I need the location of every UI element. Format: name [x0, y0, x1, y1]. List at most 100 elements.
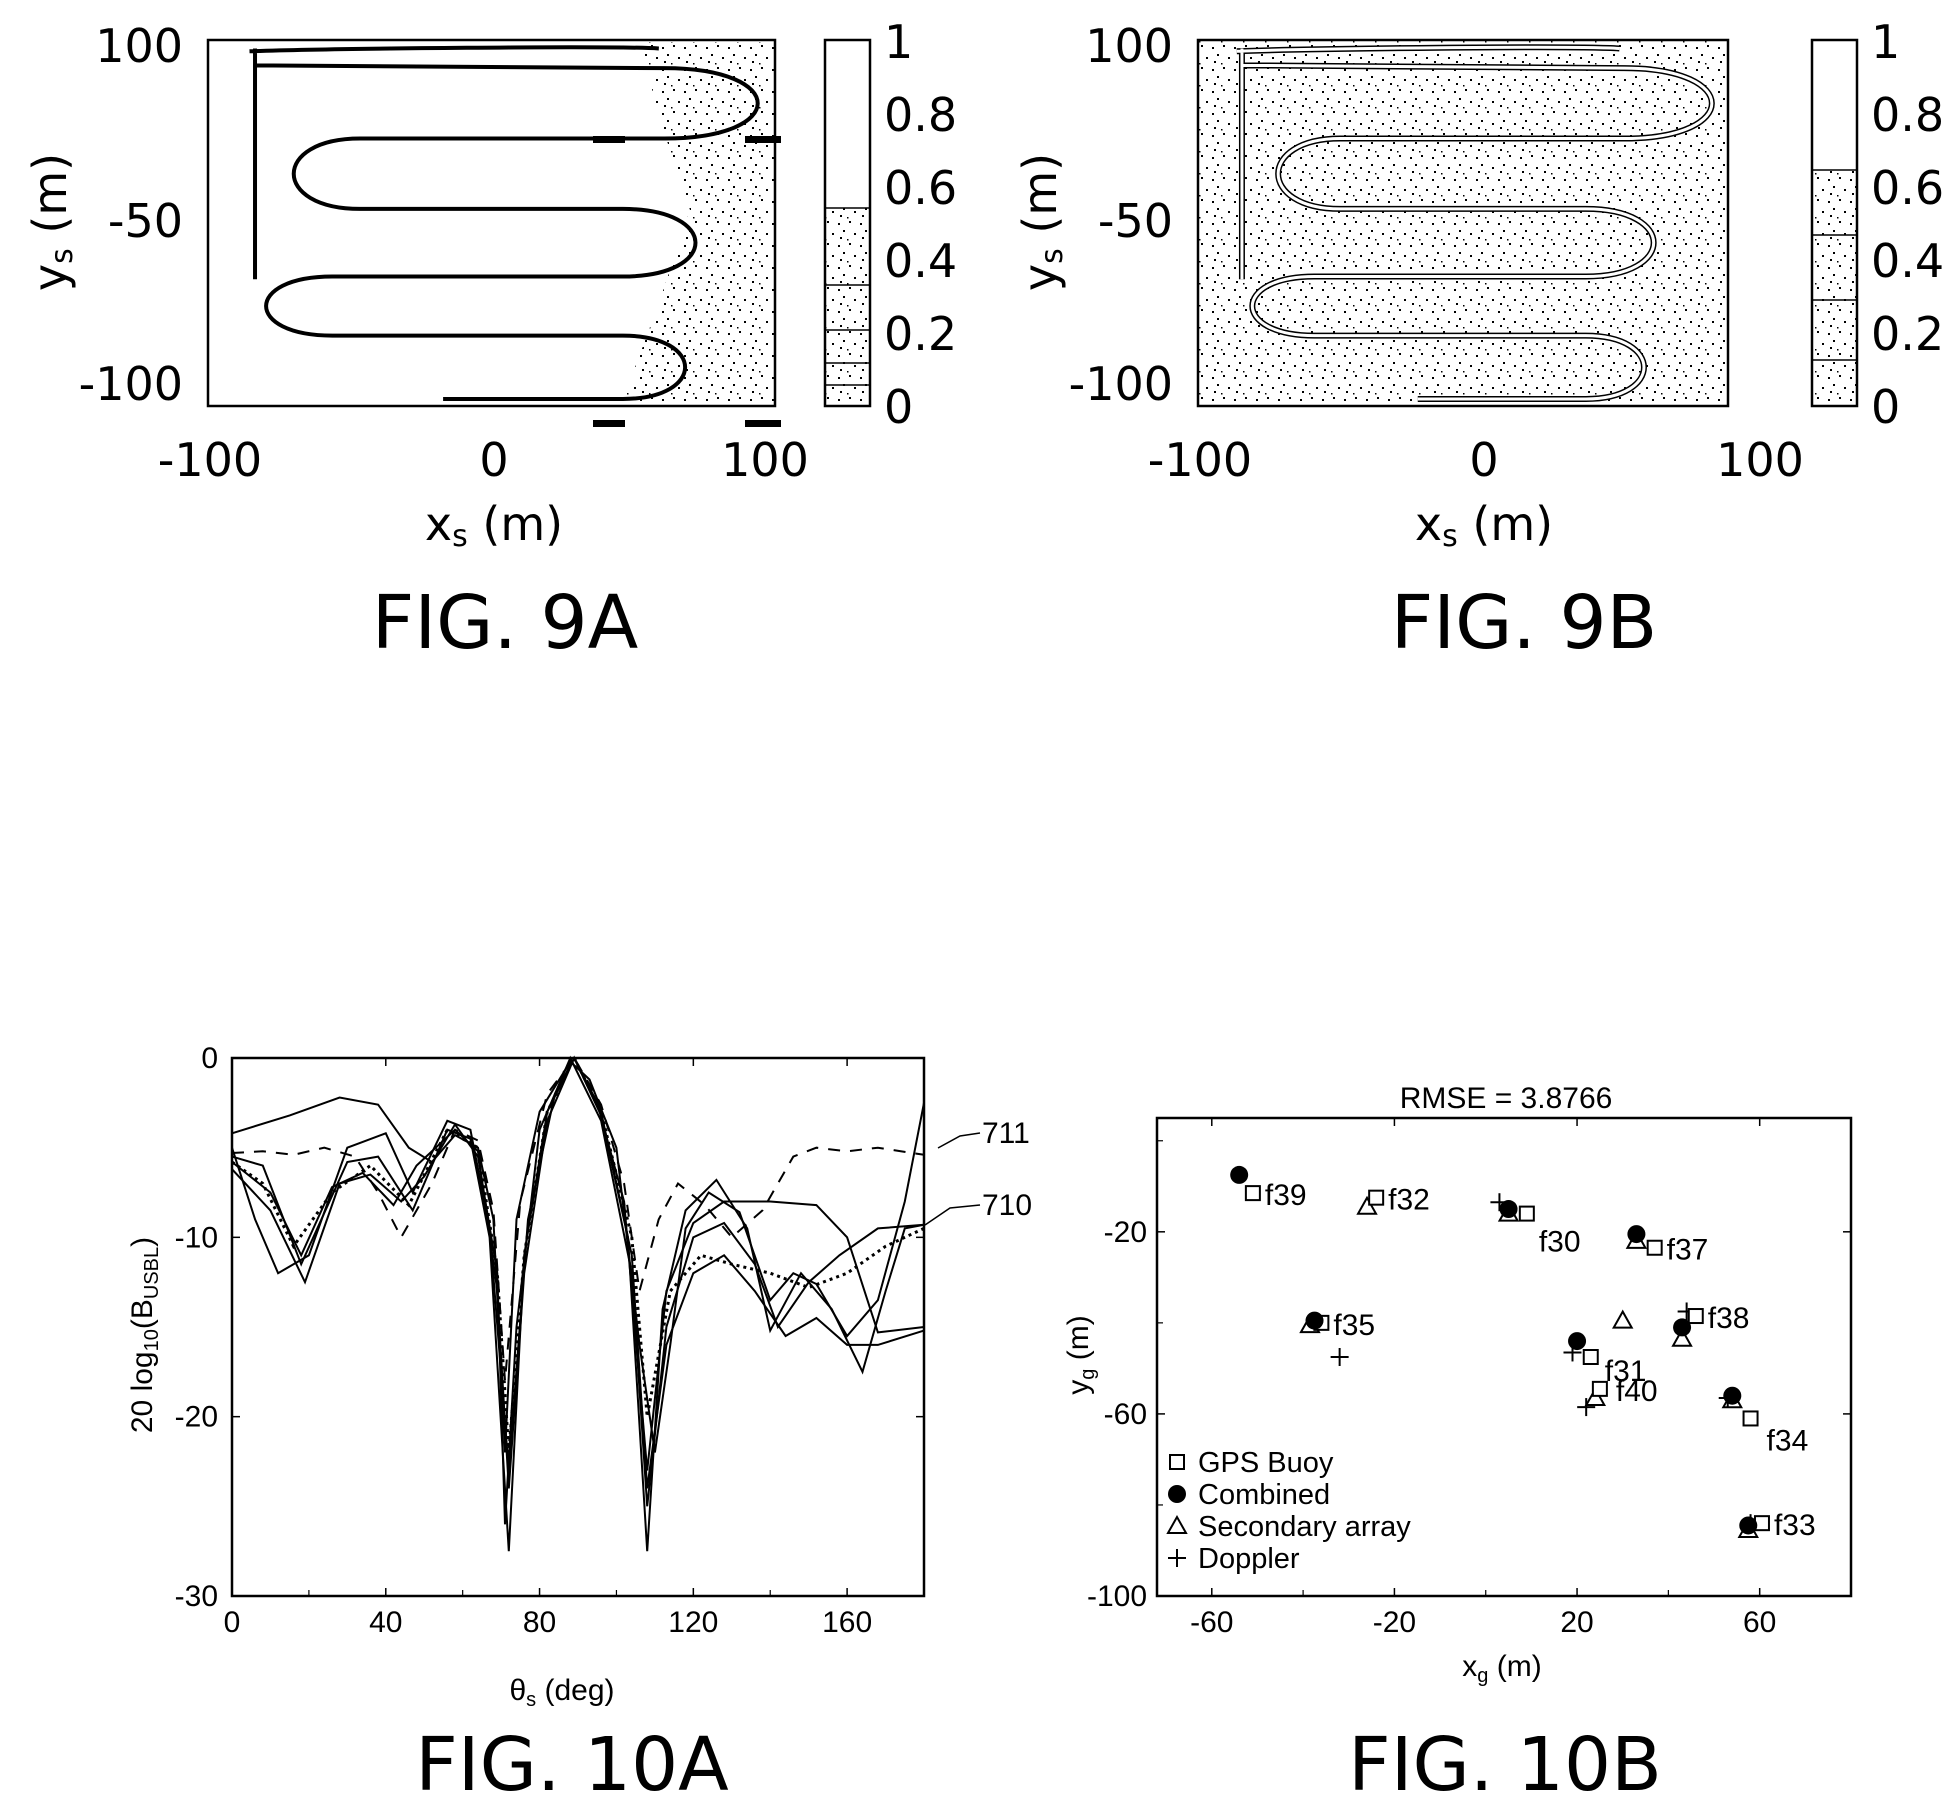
fig10a-plot-frame — [230, 1056, 926, 1598]
fig10b-y-tick: -100 — [1087, 1580, 1147, 1613]
fig9a-y-tick: -100 — [79, 357, 183, 411]
fig9a-survey-track — [249, 45, 760, 401]
fig10a-x-axis-label: θs (deg) — [509, 1674, 614, 1711]
fig10a-annotation-710: 710 — [982, 1189, 1032, 1222]
fig10b-legend-marker — [1168, 1549, 1186, 1567]
fig9a-colorbar-tick: 0.2 — [884, 307, 957, 361]
fig9a-y-tick: 100 — [95, 19, 183, 73]
fig10a-x-tick: 40 — [369, 1606, 402, 1639]
fig10b-point-label: f39 — [1265, 1179, 1307, 1212]
fig9a-x-tick: -100 — [158, 433, 262, 487]
gps-buoy-marker — [1582, 1349, 1599, 1365]
fig10a-series-line — [231, 1055, 925, 1471]
gps-buoy-marker — [1368, 1189, 1385, 1206]
survey-track-line — [1236, 45, 1714, 401]
fig10b-title: RMSE = 3.8766 — [1400, 1082, 1613, 1115]
fig10a-y-tick: -10 — [175, 1221, 218, 1254]
fig9a-mark — [745, 136, 781, 143]
figure-9a: 1 0.8 0.6 0.4 0.2 0 100 -50 -100 -100 0 … — [23, 15, 957, 666]
fig9b-x-axis-label: xs (m) — [1415, 497, 1553, 554]
figure-9b: 1 0.8 0.6 0.4 0.2 0 100 -50 -100 -100 0 … — [1013, 15, 1944, 666]
figure-10b: RMSE = 3.8766 -60 -20 20 60-20-60-100 f39 f3… — [1062, 1082, 1853, 1808]
fig10b-legend-label: Combined — [1198, 1479, 1330, 1511]
fig9a-x-tick: 100 — [721, 433, 809, 487]
fig10b-x-tick: -60 — [1190, 1606, 1233, 1639]
fig10b-point-label: f34 — [1767, 1424, 1809, 1457]
fig10b-legend-marker — [1166, 1514, 1188, 1534]
fig10b-legend-label: Doppler — [1198, 1543, 1300, 1575]
fig10b-legend-marker — [1169, 1454, 1185, 1470]
fig9b-y-tick: 100 — [1085, 19, 1173, 73]
combined-marker — [1627, 1225, 1646, 1244]
gps-buoy-marker — [1591, 1380, 1608, 1397]
fig10a-series-line — [231, 1054, 925, 1453]
fig10b-axis-ticks: -60 -20 20 60 -20 -60 -100 — [1087, 1118, 1851, 1639]
fig9b-x-tick: 100 — [1716, 433, 1804, 487]
fig10b-x-tick: -20 — [1373, 1606, 1416, 1639]
fig10b-legend-label: Secondary array — [1198, 1511, 1411, 1543]
fig9b-probability-field — [1198, 40, 1728, 406]
fig9a-y-axis-label: ys (m) — [23, 153, 80, 291]
doppler-marker — [1577, 1398, 1596, 1417]
fig9a-caption: FIG. 9A — [372, 580, 639, 666]
fig9a-mark — [745, 420, 781, 427]
fig10a-annotation-711: 711 — [982, 1117, 1030, 1150]
fig9b-y-tick: -100 — [1069, 357, 1173, 411]
gps-buoy-marker — [1687, 1308, 1704, 1325]
combined-marker — [1230, 1165, 1249, 1184]
fig10a-series-line — [231, 1055, 925, 1489]
fig10a-x-tick: 80 — [523, 1606, 556, 1639]
fig10a-series-line — [231, 1056, 925, 1381]
fig9a-colorbar-tick: 1 — [884, 15, 913, 69]
fig10a-series-line — [231, 1055, 925, 1552]
fig10a-y-tick: 0 — [201, 1042, 218, 1075]
fig10b-point-label: f38 — [1708, 1302, 1750, 1335]
gps-buoy-marker — [1742, 1410, 1759, 1427]
gps-buoy-marker — [1244, 1185, 1261, 1202]
doppler-marker — [1330, 1348, 1349, 1366]
secondary-array-marker — [1356, 1195, 1378, 1215]
fig9a-x-tick: 0 — [479, 433, 508, 487]
fig9a-x-axis-label: xs (m) — [425, 497, 563, 554]
fig9a-colorbar-tick: 0.4 — [884, 234, 957, 288]
figure-10a: 0 40 80 120 160 0 -10 -20 -30 711 710 θs (deg) 2… — [126, 1042, 1032, 1808]
fig10b-legend-marker — [1168, 1485, 1186, 1503]
fig9b-colorbar-tick: 0.8 — [1871, 88, 1944, 142]
gps-buoy-marker — [1518, 1205, 1535, 1222]
fig9b-x-tick: 0 — [1469, 433, 1498, 487]
fig9a-mark — [593, 136, 625, 143]
fig9b-colorbar-tick: 0.6 — [1871, 161, 1944, 215]
fig10a-y-tick: -30 — [175, 1580, 218, 1613]
combined-marker — [1723, 1386, 1742, 1405]
fig9b-colorbar-tick: 1 — [1871, 15, 1900, 69]
fig10a-x-tick: 120 — [668, 1606, 718, 1639]
fig10b-point-label: f40 — [1616, 1375, 1658, 1408]
fig9b-y-tick: -50 — [1098, 194, 1173, 248]
fig9b-colorbar-tick: 0 — [1871, 380, 1900, 434]
fig10a-caption: FIG. 10A — [415, 1722, 729, 1808]
gps-buoy-marker — [1646, 1239, 1663, 1256]
fig10b-legend-label: GPS Buoy — [1198, 1447, 1334, 1479]
fig10a-tick-marks — [231, 1057, 924, 1597]
survey-track-line — [249, 45, 760, 401]
fig10a-leader-710 — [924, 1204, 981, 1226]
fig10b-point-label: f35 — [1333, 1309, 1375, 1342]
fig10b-plot-frame — [1155, 1116, 1853, 1598]
fig9b-plot-frame — [1196, 38, 1730, 408]
combined-marker — [1499, 1200, 1518, 1219]
secondary-array-marker — [1671, 1327, 1693, 1347]
fig10b-point-label: f30 — [1539, 1226, 1581, 1259]
fig10b-x-tick: 60 — [1743, 1606, 1776, 1639]
fig9a-plot-frame — [206, 38, 777, 408]
fig9b-x-tick: -100 — [1148, 433, 1252, 487]
fig10b-y-tick: -20 — [1104, 1216, 1147, 1249]
fig10a-x-tick: 160 — [822, 1606, 872, 1639]
fig9b-survey-track — [1236, 44, 1715, 402]
fig9b-colorbar — [1810, 38, 1859, 408]
fig10b-x-axis-label: xg (m) — [1462, 1650, 1541, 1687]
fig9a-colorbar-tick: 0.6 — [884, 161, 957, 215]
fig10b-y-tick: -60 — [1104, 1398, 1147, 1431]
